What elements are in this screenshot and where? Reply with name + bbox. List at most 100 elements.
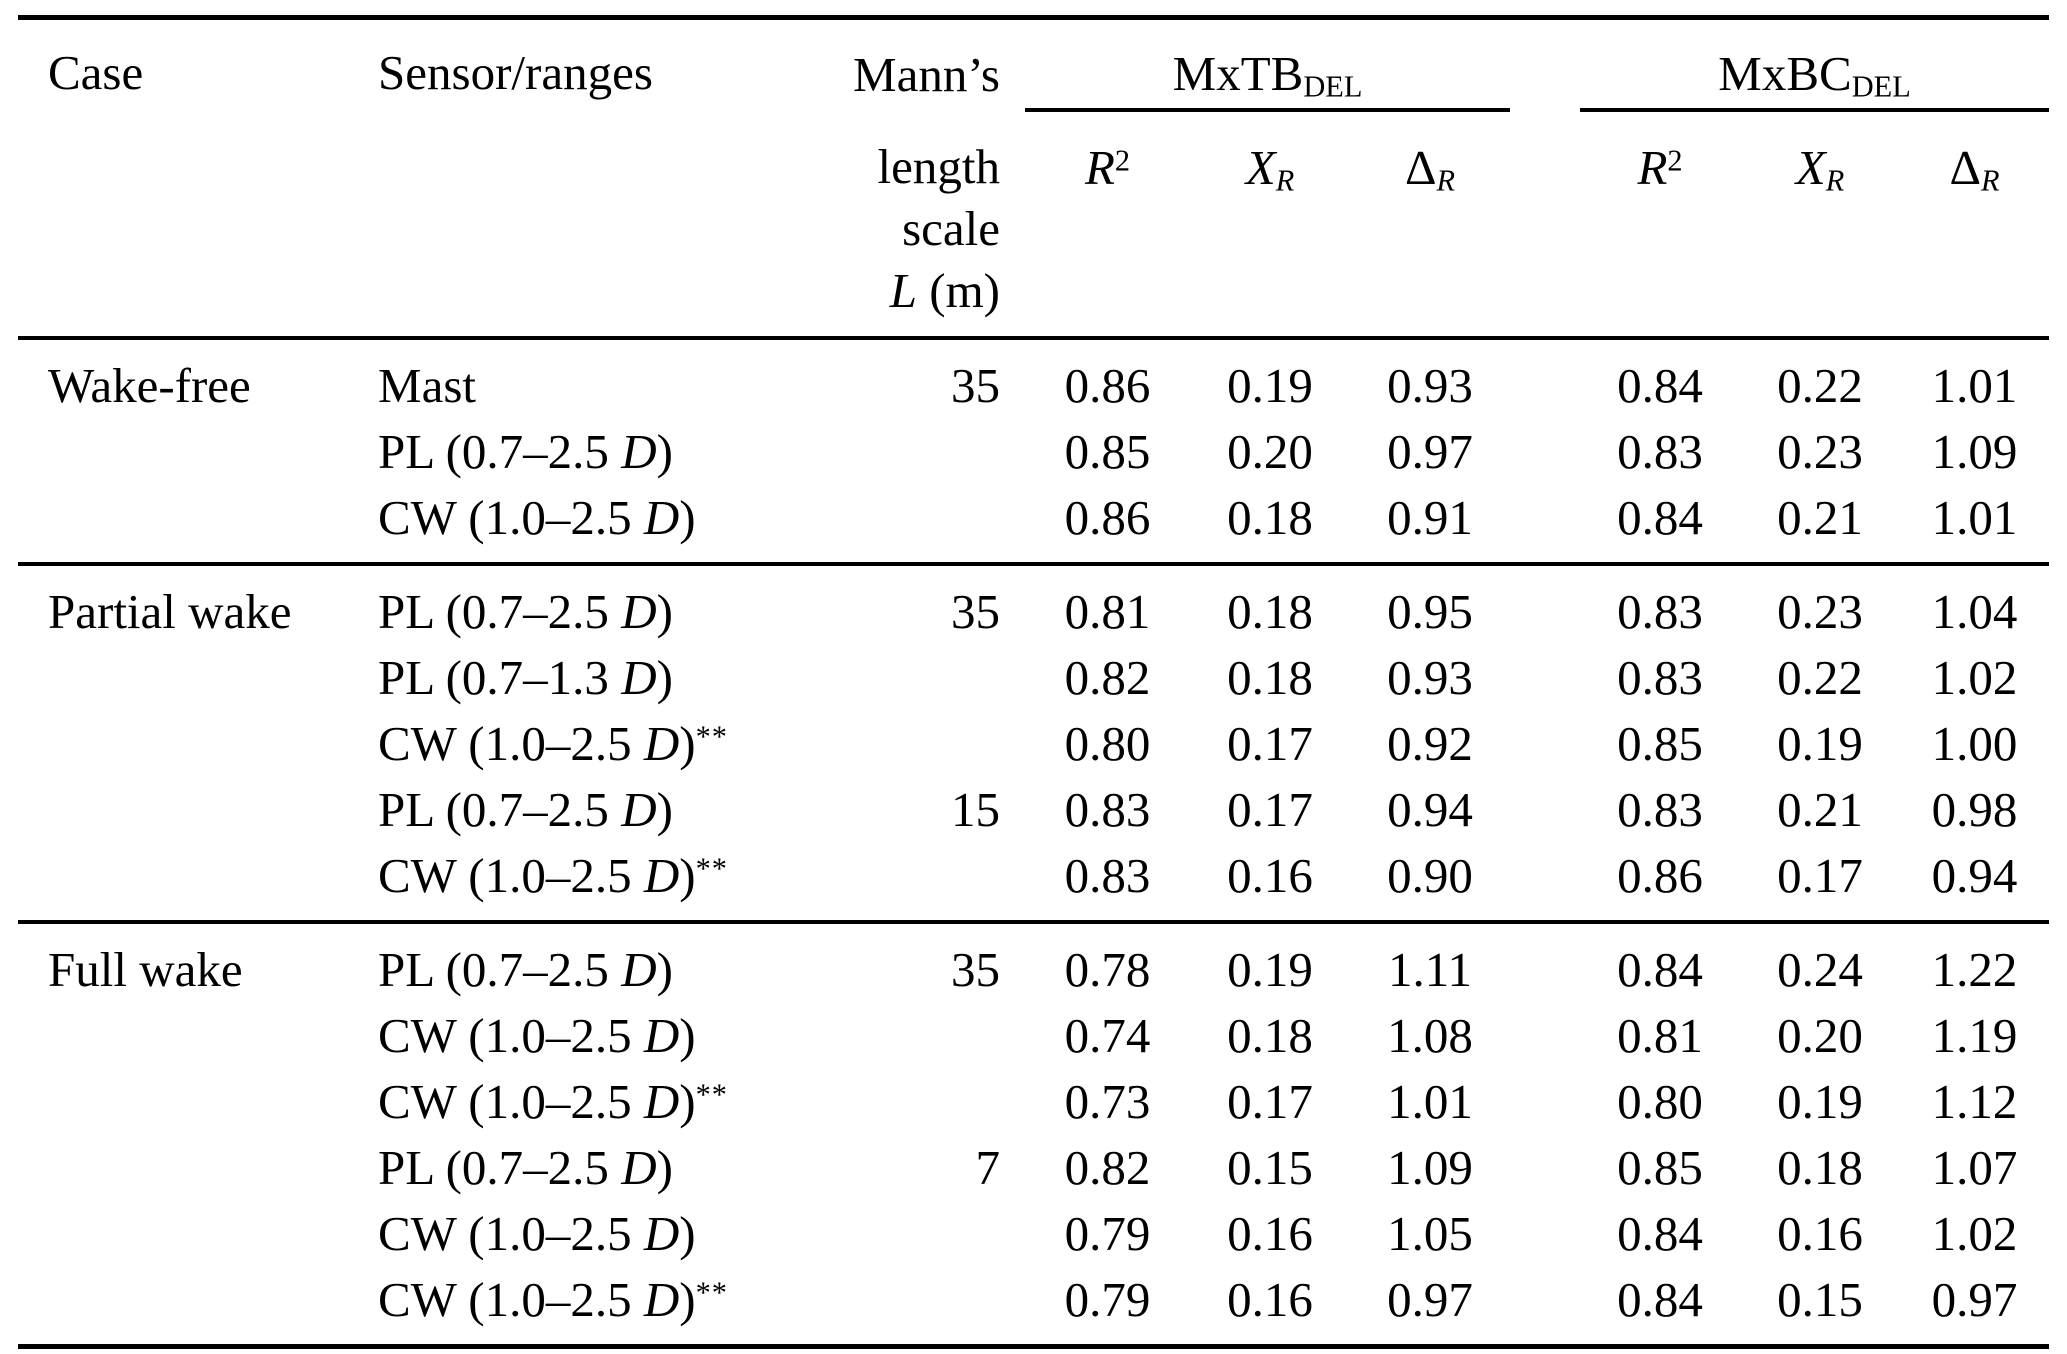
header-row-groups: Case Sensor/ranges Mann’s length scale L… [18, 17, 2050, 318]
mxbc-r2-value: 0.83 [1617, 423, 1703, 479]
mxtb-dr-value: 1.01 [1387, 1073, 1473, 1129]
column-gap [1510, 1135, 1580, 1201]
mxbc-dr-value: 0.97 [1931, 1271, 2018, 1327]
section-full-wake: Full wake PL (0.7–2.5 D) 35 0.78 0.19 1.… [18, 919, 2050, 1347]
table-row: CW (1.0–2.5 D)** 0.80 0.17 0.92 0.85 0.1… [18, 711, 2049, 777]
sensor-range-label: PL (0.7–2.5 D) [378, 423, 673, 479]
column-gap [1510, 1003, 1580, 1069]
mxtb-r2-value: 0.82 [1064, 1139, 1151, 1195]
table-row: PL (0.7–1.3 D) 0.82 0.18 0.93 0.83 0.22 … [18, 645, 2049, 711]
mann-length-scale-value [800, 1267, 1000, 1347]
case-label: Full wake [18, 919, 370, 1003]
mxbc-r2-value: 0.83 [1617, 649, 1703, 705]
column-gap [1000, 335, 1025, 419]
table-row: CW (1.0–2.5 D) 0.74 0.18 1.08 0.81 0.20 … [18, 1003, 2049, 1069]
mann-length-scale-column-header: Mann’s length scale L (m) [800, 18, 1000, 338]
mxtb-r2-value: 0.86 [1064, 489, 1151, 545]
mxtb-dr-value: 0.93 [1387, 649, 1473, 705]
column-gap [1000, 561, 1025, 645]
mxtb-r2-value: 0.86 [1025, 335, 1190, 419]
mxtb-dr-value: 1.05 [1387, 1205, 1473, 1261]
mxtb-xr-value: 0.17 [1227, 1073, 1313, 1129]
column-gap [1510, 561, 1581, 645]
mxbc-dr-value: 1.12 [1931, 1073, 2018, 1129]
mxtb-dr-value: 0.97 [1387, 423, 1473, 479]
mxtb-del-group-header: MxTBDEL [1025, 17, 1511, 112]
mxtb-r2-value: 0.79 [1064, 1271, 1151, 1327]
mxbc-xr-value: 0.22 [1740, 335, 1901, 419]
mxbc-xr-value: 0.24 [1740, 919, 1901, 1003]
mann-length-scale-value [800, 1003, 1000, 1069]
table-row: CW (1.0–2.5 D)** 0.79 0.16 0.97 0.84 0.1… [18, 1267, 2049, 1347]
case-spacer [18, 485, 370, 564]
mxbc-dr-value: 0.98 [1931, 781, 2018, 837]
column-gap [1510, 485, 1580, 564]
case-spacer [18, 1135, 370, 1201]
mxtb-dr-value: 1.09 [1387, 1139, 1473, 1195]
mann-header-rest: length scale L (m) [800, 136, 1000, 322]
mxbc-r2-header: R2 [1637, 139, 1683, 195]
mxbc-r2-value: 0.84 [1617, 1271, 1703, 1327]
mxbc-r2-value: 0.86 [1617, 847, 1703, 903]
mxtb-xr-value: 0.16 [1227, 847, 1313, 903]
mxtb-r2-value: 0.85 [1064, 423, 1151, 479]
mxbc-xr-value: 0.16 [1777, 1205, 1863, 1261]
sensor-range-label: PL (0.7–2.5 D) [378, 781, 673, 837]
case-spacer [18, 1069, 370, 1135]
case-spacer [18, 419, 370, 485]
mxbc-dr-value: 1.01 [1931, 489, 2018, 545]
mann-header-line2: length [877, 139, 1000, 194]
mxtb-r2-value: 0.74 [1064, 1007, 1151, 1063]
mxtb-dr-header: ΔR [1404, 139, 1456, 198]
mxtb-dr-value: 0.97 [1387, 1271, 1473, 1327]
mann-header-line1: Mann’s [853, 47, 1000, 102]
mxbc-xr-value: 0.21 [1777, 489, 1863, 545]
column-gap [1510, 1201, 1580, 1267]
sensor-range-label: CW (1.0–2.5 D) [378, 489, 696, 545]
table-row: Partial wake PL (0.7–2.5 D) 35 0.81 0.18… [18, 561, 2050, 645]
mann-length-scale-value: 7 [975, 1139, 1001, 1195]
sensor-range-label: PL (0.7–2.5 D) [370, 919, 800, 1003]
column-gap [1510, 843, 1580, 922]
column-gap [1000, 843, 1025, 922]
column-gap [1510, 645, 1580, 711]
mxbc-r2-value: 0.83 [1617, 781, 1703, 837]
sensor-ranges-column-header: Sensor/ranges [378, 45, 653, 100]
case-spacer [18, 645, 370, 711]
mxtb-r2-value: 0.81 [1025, 561, 1190, 645]
mann-length-scale-value [800, 419, 1000, 485]
case-spacer [18, 1267, 370, 1347]
mann-length-scale-value: 35 [800, 335, 1000, 419]
mxbc-r2-value: 0.85 [1617, 1139, 1703, 1195]
mxbc-r2-value: 0.84 [1580, 919, 1741, 1003]
column-gap [1000, 919, 1025, 1003]
mxbc-xr-value: 0.19 [1777, 715, 1863, 771]
column-gap [1510, 419, 1580, 485]
mxtb-r2-value: 0.82 [1064, 649, 1151, 705]
mann-length-scale-value [800, 485, 1000, 564]
mxtb-dr-value: 0.95 [1350, 561, 1511, 645]
mann-length-scale-value [800, 645, 1000, 711]
table-row: PL (0.7–2.5 D) 7 0.82 0.15 1.09 0.85 0.1… [18, 1135, 2049, 1201]
column-gap [1000, 1267, 1025, 1347]
column-gap [1000, 1201, 1025, 1267]
mxbc-dr-value: 1.19 [1931, 1007, 2018, 1063]
column-gap [1000, 645, 1025, 711]
case-spacer [18, 777, 370, 843]
mxtb-xr-value: 0.19 [1190, 919, 1350, 1003]
table-row: PL (0.7–2.5 D) 15 0.83 0.17 0.94 0.83 0.… [18, 777, 2049, 843]
column-gap [1000, 1003, 1025, 1069]
column-gap [1510, 919, 1581, 1003]
section-wake-free: Wake-free Mast 35 0.86 0.19 0.93 0.84 0.… [18, 335, 2050, 564]
mxbc-r2-value: 0.84 [1617, 489, 1703, 545]
mxbc-dr-value: 1.01 [1900, 335, 2050, 419]
mxbc-dr-value: 1.09 [1931, 423, 2018, 479]
sensor-range-label: PL (0.7–2.5 D) [370, 561, 800, 645]
sensor-range-label: CW (1.0–2.5 D)** [378, 847, 728, 903]
sensor-range-label: CW (1.0–2.5 D)** [378, 715, 728, 771]
mxbc-xr-value: 0.17 [1777, 847, 1863, 903]
mxtb-xr-value: 0.18 [1227, 489, 1313, 545]
mxtb-r2-value: 0.78 [1025, 919, 1190, 1003]
sensor-range-label: PL (0.7–2.5 D) [378, 1139, 673, 1195]
